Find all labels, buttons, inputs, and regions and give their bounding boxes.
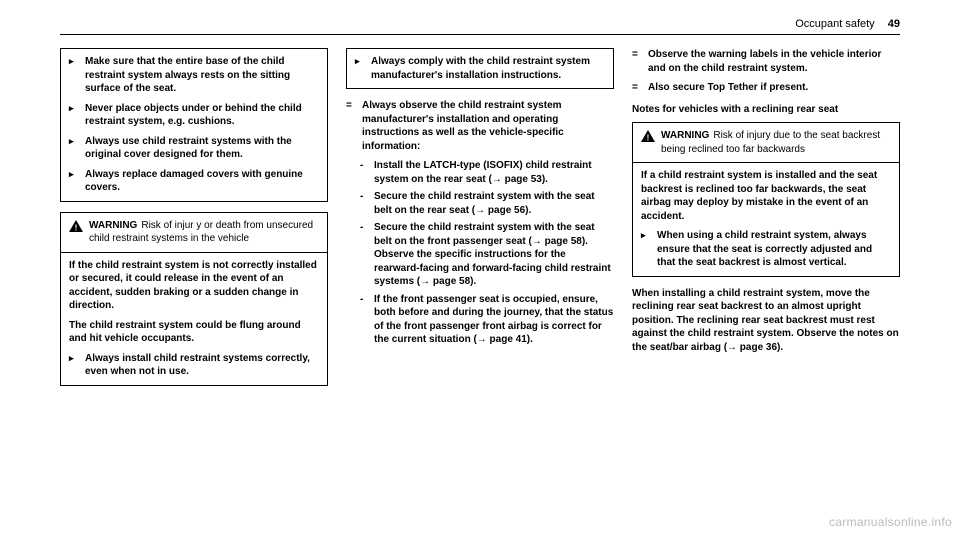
columns: Make sure that the entire base of the ch…: [60, 48, 900, 503]
arrow-icon: [641, 229, 651, 270]
bullet-icon: =: [632, 48, 640, 75]
page: Occupant safety 49 Make sure that the en…: [0, 0, 960, 533]
arrow-icon: [355, 55, 365, 82]
dash-text: Secure the child restraint system with t…: [374, 221, 614, 289]
warning-para: The child restraint system could be flun…: [69, 319, 319, 346]
column-1: Make sure that the entire base of the ch…: [60, 48, 328, 503]
bullet-text: Observe the warning labels in the vehicl…: [648, 48, 900, 75]
warning-title: WARNINGRisk of injur y or death from uns…: [89, 219, 319, 246]
arrow-text: When using a child restraint system, alw…: [657, 229, 891, 270]
page-header: Occupant safety 49: [795, 18, 900, 30]
warning-icon: !: [69, 220, 83, 232]
dash-item: -Secure the child restraint system with …: [346, 221, 614, 289]
arrow-text: Always replace damaged covers with genui…: [85, 168, 319, 195]
watermark: carmanualsonline.info: [829, 515, 952, 529]
dash-icon: -: [360, 221, 366, 289]
bullet-icon: =: [346, 99, 354, 153]
body-text: = Observe the warning labels in the vehic…: [632, 48, 900, 95]
column-2: Always comply with the child restraint s…: [346, 48, 614, 503]
arrow-item: When using a child restraint system, alw…: [641, 229, 891, 270]
warning-icon: !: [641, 130, 655, 142]
arrow-item: Always install child restraint systems c…: [69, 352, 319, 379]
dash-icon: -: [360, 190, 366, 217]
dash-icon: -: [360, 293, 366, 347]
arrow-item: Always replace damaged covers with genui…: [69, 168, 319, 195]
dash-item: -Secure the child restraint system with …: [346, 190, 614, 217]
notice-box-1-body: Make sure that the entire base of the ch…: [61, 49, 327, 201]
bullet-text: Also secure Top Tether if present.: [648, 81, 808, 95]
arrow-item: Never place objects under or behind the …: [69, 102, 319, 129]
warning-label: WARNING: [661, 130, 709, 141]
bullet-item: =Always observe the child restraint syst…: [346, 99, 614, 153]
warning-label: WARNING: [89, 220, 137, 231]
dash-text: Secure the child restraint system with t…: [374, 190, 614, 217]
dash-text: If the front passenger seat is occupied,…: [374, 293, 614, 347]
warning-para: If the child restraint system is not cor…: [69, 259, 319, 313]
warning-box-2: ! WARNINGRisk of injury due to the seat …: [632, 122, 900, 277]
arrow-item: Always comply with the child restraint s…: [355, 55, 605, 82]
arrow-icon: [69, 55, 79, 96]
arrow-text: Never place objects under or behind the …: [85, 102, 319, 129]
arrow-icon: [69, 352, 79, 379]
dash-text: Install the LATCH-type (ISOFIX) child re…: [374, 159, 614, 186]
page-number: 49: [888, 18, 900, 30]
column-3: = Observe the warning labels in the vehic…: [632, 48, 900, 503]
header-rule: [60, 34, 900, 35]
warning-box-1: ! WARNINGRisk of injur y or death from u…: [60, 212, 328, 386]
arrow-icon: [69, 135, 79, 162]
warning-body: If a child restraint system is installed…: [633, 163, 899, 276]
warning-title: WARNINGRisk of injury due to the seat ba…: [661, 129, 891, 156]
svg-text:!: !: [647, 134, 650, 143]
arrow-text: Always install child restraint systems c…: [85, 352, 319, 379]
dash-item: -If the front passenger seat is occupied…: [346, 293, 614, 347]
warning-head: ! WARNINGRisk of injur y or death from u…: [61, 213, 327, 253]
arrow-text: Always comply with the child restraint s…: [371, 55, 605, 82]
arrow-icon: [69, 102, 79, 129]
dash-item: -Install the LATCH-type (ISOFIX) child r…: [346, 159, 614, 186]
notice-box-2-body: Always comply with the child restraint s…: [347, 49, 613, 88]
notice-box-2: Always comply with the child restraint s…: [346, 48, 614, 89]
bullet-text: Always observe the child restraint syste…: [362, 99, 614, 153]
warning-head: ! WARNINGRisk of injury due to the seat …: [633, 123, 899, 163]
bullet-icon: =: [632, 81, 640, 95]
arrow-text: Make sure that the entire base of the ch…: [85, 55, 319, 96]
arrow-item: Always use child restraint systems with …: [69, 135, 319, 162]
arrow-text: Always use child restraint systems with …: [85, 135, 319, 162]
svg-text:!: !: [75, 223, 78, 232]
notice-box-1: Make sure that the entire base of the ch…: [60, 48, 328, 202]
dash-icon: -: [360, 159, 366, 186]
body-para: When installing a child restraint system…: [632, 287, 900, 355]
arrow-item: Make sure that the entire base of the ch…: [69, 55, 319, 96]
bullet-item: = Observe the warning labels in the vehic…: [632, 48, 900, 75]
warning-para: If a child restraint system is installed…: [641, 169, 891, 223]
warning-body: If the child restraint system is not cor…: [61, 253, 327, 385]
bullet-item: = Also secure Top Tether if present.: [632, 81, 900, 95]
body-text: =Always observe the child restraint syst…: [346, 99, 614, 347]
arrow-icon: [69, 168, 79, 195]
section-title: Notes for vehicles with a reclining rear…: [632, 103, 900, 117]
section-label: Occupant safety: [795, 18, 875, 30]
